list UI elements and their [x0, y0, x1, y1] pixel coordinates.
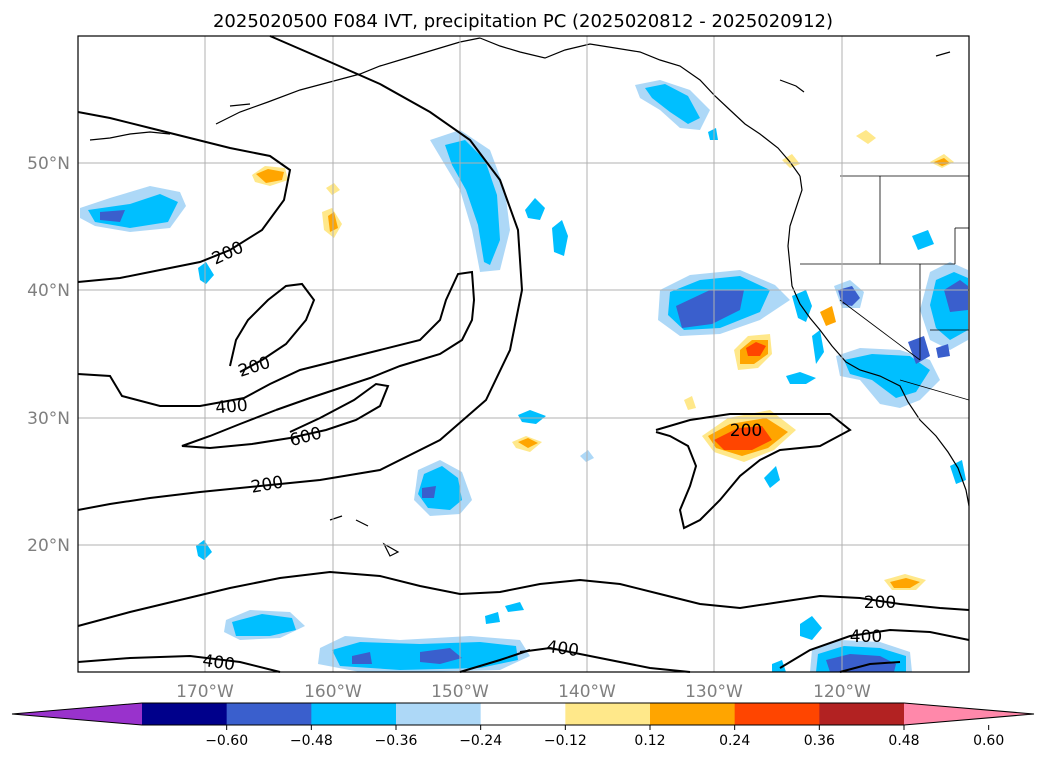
colorbar-segment	[142, 703, 228, 725]
colorbar-segment	[311, 703, 397, 725]
colorbar-extend-high	[904, 703, 1034, 725]
contour-label: 400	[215, 396, 249, 419]
lon-label: 170°W	[176, 682, 234, 702]
lon-label: 160°W	[304, 682, 362, 702]
colorbar-outline	[11, 702, 1035, 726]
colorbar: −0.60 −0.48 −0.36 −0.24 −0.12 0.12 0.24 0.36 0.4…	[11, 702, 1035, 749]
colorbar-tick-label: −0.24	[459, 733, 502, 749]
colorbar-tick-label: −0.12	[544, 733, 587, 749]
colorbar-segment	[226, 703, 312, 725]
lat-label: 40°N	[27, 281, 70, 301]
colorbar-segment	[480, 703, 566, 725]
colorbar-tick-label: 0.24	[719, 733, 750, 749]
colorbar-segment	[734, 703, 820, 725]
colorbar-tick-label: −0.60	[205, 733, 248, 749]
contour-label: 200	[864, 593, 896, 613]
map-title: 2025020500 F084 IVT, precipitation PC (2…	[213, 11, 833, 32]
colorbar-tick-label: 0.48	[888, 733, 919, 749]
lon-label: 150°W	[431, 682, 489, 702]
lon-label: 130°W	[685, 682, 743, 702]
lon-label: 140°W	[558, 682, 616, 702]
longitude-labels: 170°W 160°W 150°W 140°W 130°W 120°W	[176, 682, 871, 702]
contour-label: 400	[850, 627, 882, 647]
colorbar-segment	[650, 703, 736, 725]
latitude-labels: 50°N 40°N 30°N 20°N	[27, 154, 70, 556]
colorbar-tick-label: 0.12	[634, 733, 665, 749]
colorbar-segment	[396, 703, 482, 725]
map-panel: 200 200 400 600 200 200 200 400 400 400	[77, 35, 970, 675]
lat-label: 30°N	[27, 409, 70, 429]
map-frame	[77, 35, 970, 673]
lat-label: 50°N	[27, 154, 70, 174]
lat-label: 20°N	[27, 536, 70, 556]
colorbar-tick-label: −0.48	[290, 733, 333, 749]
colorbar-segment	[819, 703, 905, 725]
ivt-contours	[77, 35, 970, 673]
colorbar-tick-label: 0.36	[804, 733, 835, 749]
state-borders	[800, 175, 970, 401]
contour-label: 400	[201, 651, 236, 675]
contour-label: 400	[545, 637, 580, 661]
lon-label: 120°W	[813, 682, 871, 702]
colorbar-segment	[565, 703, 651, 725]
colorbar-extend-low	[12, 703, 142, 725]
contour-label: 200	[730, 421, 762, 441]
colorbar-tick-label: −0.36	[375, 733, 418, 749]
coastlines	[89, 37, 970, 557]
colorbar-tick-label: 0.60	[973, 733, 1004, 749]
